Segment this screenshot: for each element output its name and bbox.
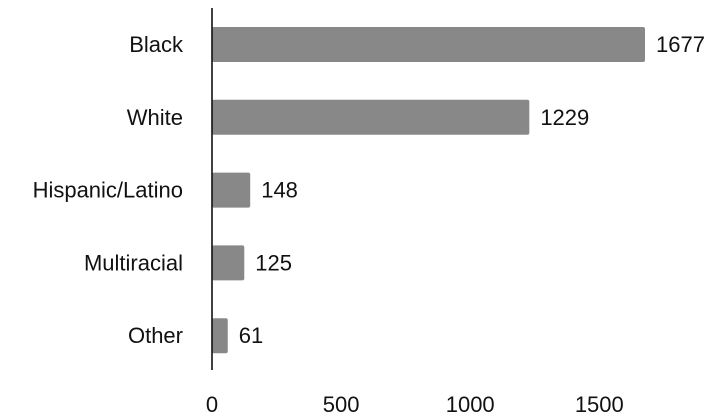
data-label: 1677 (656, 32, 705, 57)
category-label: White (127, 105, 183, 130)
value-labels: 1677 1229 148 125 61 (239, 32, 705, 348)
bars-group (212, 27, 645, 354)
category-label: Multiracial (84, 250, 183, 275)
data-label: 125 (255, 250, 292, 275)
x-tick-label: 500 (323, 392, 360, 417)
bar-other (212, 318, 228, 354)
x-axis-ticks: 0 500 1000 1500 (206, 392, 624, 417)
x-tick-label: 0 (206, 392, 218, 417)
bar-black (212, 27, 645, 62)
data-label: 148 (261, 178, 298, 203)
x-tick-label: 1000 (446, 392, 495, 417)
data-label: 61 (239, 323, 263, 348)
category-label: Other (128, 323, 183, 348)
data-label: 1229 (540, 105, 589, 130)
bar-white (212, 99, 530, 135)
bar-hispanic-latino (212, 172, 251, 208)
x-tick-label: 1500 (575, 392, 624, 417)
bar-multiracial (212, 245, 245, 281)
category-label: Black (129, 32, 184, 57)
category-label: Hispanic/Latino (33, 178, 183, 203)
category-labels: Black White Hispanic/Latino Multiracial Othe… (33, 32, 184, 348)
